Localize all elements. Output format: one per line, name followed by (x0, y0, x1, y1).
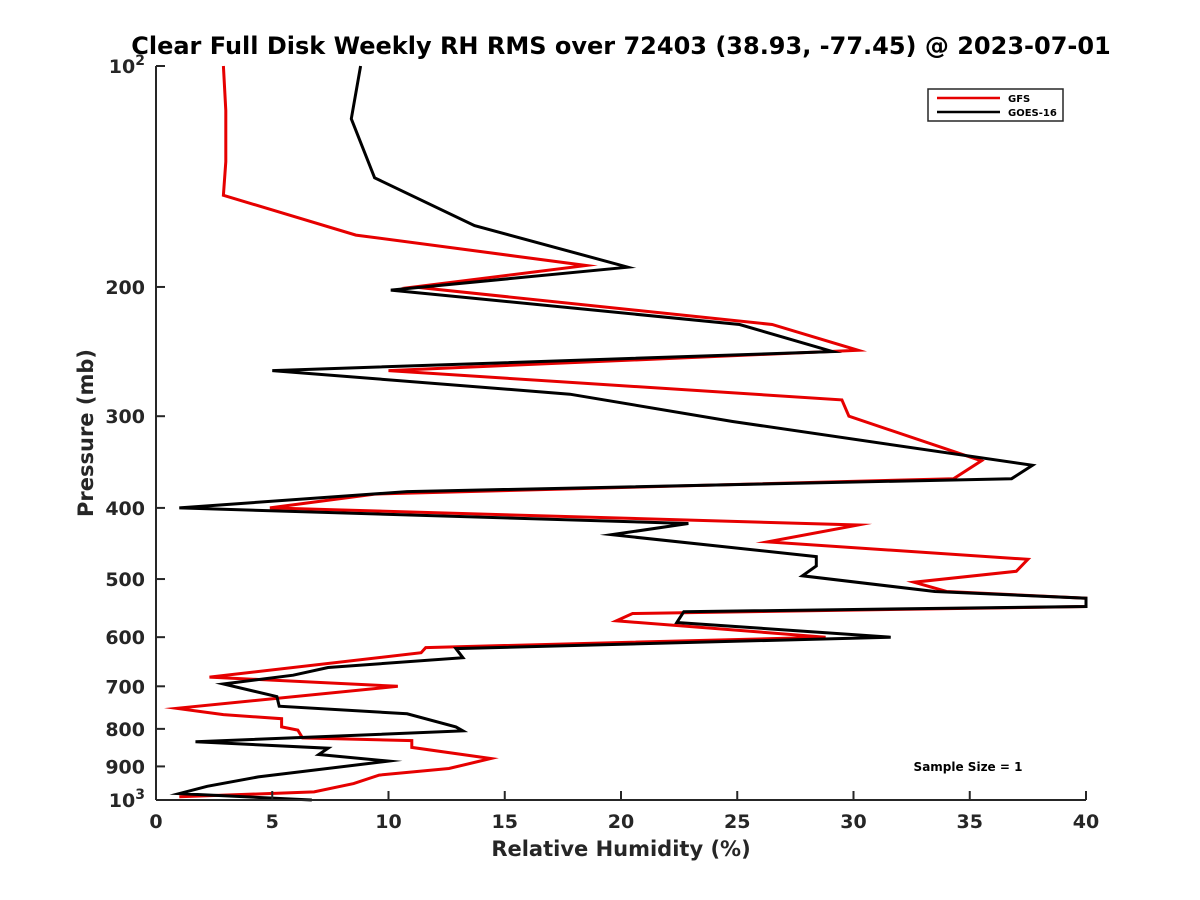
x-tick-label: 20 (608, 811, 634, 833)
x-tick-label: 10 (375, 811, 401, 833)
x-ticks: 0 5 10 15 20 25 30 35 40 (149, 791, 1099, 833)
series-line-goes-16 (169, 65, 1088, 802)
x-axis-label: Relative Humidity (%) (491, 837, 750, 861)
x-tick-label: 5 (266, 811, 279, 833)
x-tick-label: 0 (149, 811, 162, 833)
legend-items: GFS GOES-16 (937, 94, 1057, 119)
y-axis-label: Pressure (mb) (74, 349, 98, 517)
sample-size-annotation: Sample Size = 1 (914, 760, 1023, 774)
x-tick-label: 30 (840, 811, 866, 833)
legend-label: GFS (1008, 94, 1030, 105)
y-tick-label: 103 (109, 787, 145, 812)
chart-title: Clear Full Disk Weekly RH RMS over 72403… (131, 32, 1111, 60)
legend-label: GOES-16 (1008, 108, 1057, 119)
x-tick-label: 35 (957, 811, 983, 833)
y-tick-label: 500 (105, 569, 145, 591)
legend: GFS GOES-16 (927, 88, 1064, 122)
x-tick-label: 25 (724, 811, 750, 833)
y-tick-label: 700 (105, 676, 145, 698)
legend-box (927, 88, 1064, 122)
y-tick-label: 800 (105, 719, 145, 741)
series-line-gfs (164, 65, 1088, 799)
plot-area: 0 5 10 15 20 25 30 35 40 102 200 300 400 500 600 700 80… (105, 53, 1099, 833)
y-tick-label: 400 (105, 498, 145, 520)
y-tick-label: 102 (109, 53, 145, 78)
y-ticks: 102 200 300 400 500 600 700 800 900 103 (105, 53, 165, 812)
series-layer (164, 65, 1088, 802)
x-tick-label: 40 (1073, 811, 1099, 833)
y-tick-label: 300 (105, 406, 145, 428)
y-tick-label: 600 (105, 627, 145, 649)
x-tick-label: 15 (492, 811, 518, 833)
y-tick-label: 200 (105, 277, 145, 299)
y-tick-label: 900 (105, 756, 145, 778)
